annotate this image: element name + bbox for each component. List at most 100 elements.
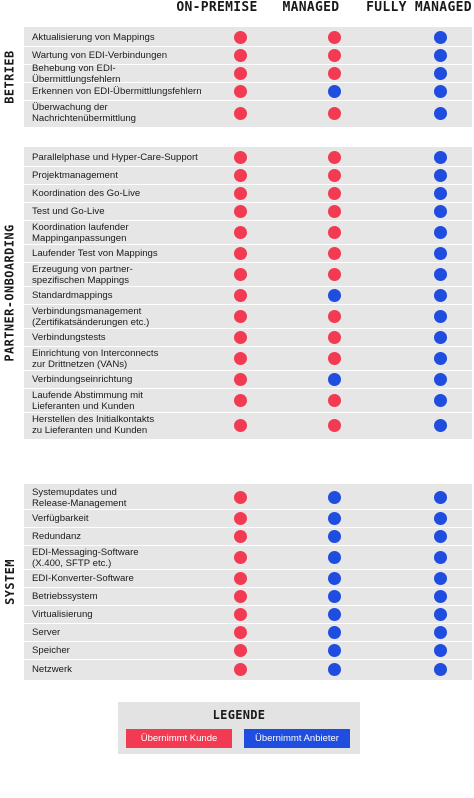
row-label: Server bbox=[32, 627, 61, 638]
status-dot-kunde bbox=[328, 268, 341, 281]
status-dot-anbieter bbox=[434, 289, 447, 302]
status-dot-kunde bbox=[234, 226, 247, 239]
status-dot-anbieter bbox=[434, 49, 447, 62]
row-label: Wartung von EDI-Verbindungen bbox=[32, 50, 168, 61]
status-dot-kunde bbox=[328, 310, 341, 323]
status-dot-anbieter bbox=[328, 373, 341, 386]
status-dot-anbieter bbox=[434, 418, 447, 432]
status-dot-kunde bbox=[234, 106, 247, 120]
row-label: Parallelphase und Hyper-Care-Support bbox=[32, 152, 198, 163]
status-dot-kunde bbox=[234, 310, 247, 323]
status-dot-kunde bbox=[234, 331, 247, 344]
status-dot-anbieter bbox=[328, 530, 341, 543]
status-dot-anbieter bbox=[328, 551, 341, 564]
status-dot-kunde bbox=[328, 49, 341, 62]
table-row: Speicher bbox=[24, 642, 472, 660]
legend: LEGENDE Übernimmt Kunde Übernimmt Anbiet… bbox=[118, 702, 360, 754]
section-label-text: BETRIEB bbox=[3, 50, 17, 104]
status-dot-anbieter bbox=[328, 644, 341, 657]
status-dot-anbieter bbox=[328, 662, 341, 676]
section-label-text: PARTNER-ONBOARDING bbox=[3, 224, 17, 362]
column-header-fully-managed: FULLY MANAGED bbox=[366, 0, 472, 15]
status-dot-anbieter bbox=[434, 268, 447, 281]
status-dot-kunde bbox=[234, 608, 247, 621]
status-dot-anbieter bbox=[434, 662, 447, 676]
table-row: Betriebssystem bbox=[24, 588, 472, 606]
row-label: Verfügbarkeit bbox=[32, 513, 89, 524]
status-dot-anbieter bbox=[434, 67, 447, 80]
legend-kunde: Übernimmt Kunde bbox=[126, 729, 232, 748]
status-dot-kunde bbox=[234, 268, 247, 281]
table-row: Parallelphase und Hyper-Care-Support bbox=[24, 149, 472, 167]
status-dot-kunde bbox=[234, 49, 247, 62]
status-dot-anbieter bbox=[328, 85, 341, 98]
table-row: Virtualisierung bbox=[24, 606, 472, 624]
table-row: Netzwerk bbox=[24, 660, 472, 678]
status-dot-anbieter bbox=[434, 331, 447, 344]
status-dot-kunde bbox=[234, 352, 247, 365]
legend-title: LEGENDE bbox=[212, 708, 266, 722]
status-dot-kunde bbox=[234, 572, 247, 585]
column-header-managed: MANAGED bbox=[282, 0, 340, 15]
section-body: Parallelphase und Hyper-Care-Support Proj… bbox=[24, 147, 472, 439]
status-dot-anbieter bbox=[328, 626, 341, 639]
status-dot-anbieter bbox=[434, 106, 447, 120]
row-label: Virtualisierung bbox=[32, 609, 93, 620]
row-label: Projektmanagement bbox=[32, 170, 118, 181]
row-label: Verbindungstests bbox=[32, 332, 106, 343]
status-dot-anbieter bbox=[434, 608, 447, 621]
status-dot-kunde bbox=[328, 151, 341, 164]
status-dot-kunde bbox=[234, 169, 247, 182]
status-dot-anbieter bbox=[434, 644, 447, 657]
status-dot-kunde bbox=[234, 187, 247, 200]
table-row: Erkennen von EDI-Übermittlungsfehlern bbox=[24, 83, 472, 101]
status-dot-kunde bbox=[234, 551, 247, 564]
status-dot-kunde bbox=[234, 644, 247, 657]
status-dot-anbieter bbox=[328, 572, 341, 585]
row-label: Koordination des Go-Live bbox=[32, 188, 141, 199]
table-row: Test und Go-Live bbox=[24, 203, 472, 221]
row-label: Koordination laufender Mappinganpassungen bbox=[32, 221, 129, 244]
status-dot-anbieter bbox=[434, 512, 447, 525]
table-row: Verbindungstests bbox=[24, 329, 472, 347]
status-dot-anbieter bbox=[434, 530, 447, 543]
table-row: Koordination laufender Mappinganpassungen bbox=[24, 221, 472, 245]
status-dot-anbieter bbox=[434, 169, 447, 182]
row-label: Redundanz bbox=[32, 531, 82, 542]
table-row: EDI-Messaging-Software (X.400, SFTP etc.) bbox=[24, 546, 472, 570]
status-dot-anbieter bbox=[434, 572, 447, 585]
status-dot-anbieter bbox=[434, 85, 447, 98]
row-label: Behebung von EDI-Übermittlungsfehlern bbox=[32, 62, 121, 85]
row-label: EDI-Konverter-Software bbox=[32, 573, 134, 584]
status-dot-kunde bbox=[328, 226, 341, 239]
row-label: Verbindungseinrichtung bbox=[32, 374, 133, 385]
table-row: Verbindungseinrichtung bbox=[24, 371, 472, 389]
status-dot-kunde bbox=[234, 662, 247, 676]
table-row: Redundanz bbox=[24, 528, 472, 546]
status-dot-kunde bbox=[234, 31, 247, 44]
status-dot-kunde bbox=[328, 169, 341, 182]
table-row: Standardmappings bbox=[24, 287, 472, 305]
status-dot-kunde bbox=[234, 373, 247, 386]
status-dot-anbieter bbox=[434, 31, 447, 44]
status-dot-anbieter bbox=[434, 373, 447, 386]
status-dot-anbieter bbox=[434, 394, 447, 407]
table-row: Einrichtung von Interconnects zur Drittne… bbox=[24, 347, 472, 371]
status-dot-anbieter bbox=[434, 205, 447, 218]
status-dot-anbieter bbox=[434, 187, 447, 200]
status-dot-kunde bbox=[328, 187, 341, 200]
table-row: Überwachung der Nachrichtenübermittlung bbox=[24, 101, 472, 125]
table-row: Erzeugung von partner-spezifischen Mappi… bbox=[24, 263, 472, 287]
status-dot-anbieter bbox=[328, 590, 341, 603]
status-dot-anbieter bbox=[434, 590, 447, 603]
status-dot-anbieter bbox=[434, 226, 447, 239]
status-dot-kunde bbox=[328, 67, 341, 80]
table-row: Laufende Abstimmung mit Lieferanten und K… bbox=[24, 389, 472, 413]
row-label: Herstellen des Initialkontakts zu Liefera… bbox=[32, 414, 155, 436]
status-dot-kunde bbox=[234, 590, 247, 603]
status-dot-anbieter bbox=[328, 608, 341, 621]
row-label: Systemupdates und Release-Management bbox=[32, 486, 127, 509]
status-dot-kunde bbox=[234, 85, 247, 98]
row-label: Standardmappings bbox=[32, 290, 113, 301]
legend-anbieter: Übernimmt Anbieter bbox=[244, 729, 350, 748]
